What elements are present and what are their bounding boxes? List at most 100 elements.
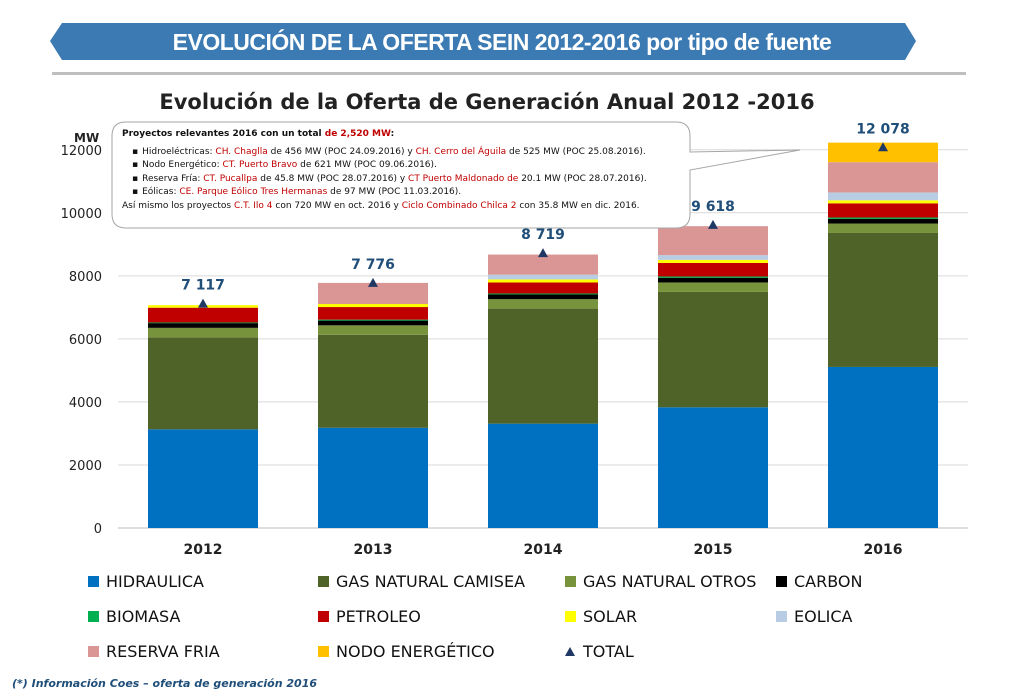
bar-segment bbox=[148, 322, 258, 324]
legend-item: CARBON bbox=[776, 572, 863, 591]
bar-segment bbox=[488, 279, 598, 283]
bar-segment bbox=[828, 217, 938, 219]
callout-list: Hidroeléctricas: CH. Chaglla de 456 MW (… bbox=[122, 146, 692, 200]
y-tick-label: 6000 bbox=[69, 333, 102, 348]
banner-rule bbox=[52, 72, 966, 75]
bar-segment bbox=[488, 293, 598, 295]
y-tick-label: 12000 bbox=[61, 144, 102, 159]
bar-segment bbox=[488, 254, 598, 275]
total-marker bbox=[538, 248, 548, 258]
bar-segment bbox=[488, 294, 598, 300]
page-title: EVOLUCIÓN DE LA OFERTA SEIN 2012-2016 po… bbox=[172, 29, 832, 55]
total-marker bbox=[708, 219, 718, 229]
callout-item-run: de 97 MW (POC 11.03.2016). bbox=[327, 187, 462, 197]
bar-segment bbox=[658, 262, 768, 277]
bar-segment bbox=[828, 366, 938, 528]
bar-segment bbox=[318, 307, 428, 320]
legend-label: TOTAL bbox=[583, 642, 634, 661]
legend-label: EOLICA bbox=[794, 607, 853, 626]
bar-segment bbox=[828, 218, 938, 224]
callout-item-run: Nodo Energético: bbox=[142, 160, 223, 170]
x-tick-label: 2014 bbox=[524, 542, 563, 558]
bar-segment bbox=[318, 427, 428, 528]
bar-segment bbox=[828, 223, 938, 233]
total-marker bbox=[198, 298, 208, 308]
legend-item: HIDRAULICA bbox=[88, 572, 204, 591]
legend-label: HIDRAULICA bbox=[106, 572, 204, 591]
bar-segment bbox=[488, 299, 598, 309]
callout-final-run: con 720 MW en oct. 2016 y bbox=[272, 200, 402, 211]
x-tick-label: 2013 bbox=[354, 542, 393, 558]
legend-swatch bbox=[88, 576, 99, 587]
callout-item-run: Eólicas: bbox=[142, 187, 180, 197]
y-tick-label: 4000 bbox=[69, 396, 102, 411]
bar-segment bbox=[148, 323, 258, 328]
bar-segment bbox=[828, 200, 938, 204]
y-tick-label: 2000 bbox=[69, 459, 102, 474]
bar-segment bbox=[828, 162, 938, 193]
total-marker bbox=[368, 277, 378, 287]
callout-item-run: CT. Pucallpa bbox=[203, 173, 258, 184]
legend-item: GAS NATURAL OTROS bbox=[565, 572, 756, 591]
callout-item-run: Hidroeléctricas: bbox=[142, 146, 216, 157]
legend-item: GAS NATURAL CAMISEA bbox=[318, 572, 525, 591]
callout-item-run: CE. Parque Eólico Tres Hermanas bbox=[179, 187, 328, 197]
bar-segment bbox=[488, 308, 598, 424]
bar-segment bbox=[828, 203, 938, 218]
legend-label: PETROLEO bbox=[336, 607, 421, 626]
legend-label: NODO ENERGÉTICO bbox=[336, 642, 495, 661]
total-label: 12 078 bbox=[856, 121, 910, 137]
callout-heading-text: Proyectos relevantes 2016 con un total bbox=[122, 129, 325, 139]
legend-swatch bbox=[565, 611, 576, 622]
x-tick-label: 2015 bbox=[694, 542, 733, 558]
bar-segment bbox=[318, 304, 428, 308]
bar-segment bbox=[148, 429, 258, 528]
bar-segment bbox=[318, 334, 428, 428]
y-tick-label: 0 bbox=[94, 522, 102, 537]
callout-heading-end: : bbox=[390, 129, 395, 139]
bar-segment bbox=[318, 325, 428, 335]
bar-segment bbox=[828, 232, 938, 367]
callout-item-run: CH. Chaglla bbox=[215, 146, 268, 157]
legend-label: SOLAR bbox=[583, 607, 638, 626]
callout-item-run: de 45.8 MW (POC 28.07.2016) y bbox=[257, 173, 409, 184]
callout-item: Nodo Energético: CT. Puerto Bravo de 621… bbox=[132, 159, 692, 173]
callout-heading: Proyectos relevantes 2016 con un total d… bbox=[122, 128, 692, 142]
callout-item-run: CT. Puerto Bravo bbox=[222, 160, 298, 170]
callout-final-run: Así mismo los proyectos bbox=[122, 200, 234, 211]
legend-item: EOLICA bbox=[776, 607, 852, 626]
callout-final-run: Ciclo Combinado Chilca 2 bbox=[401, 200, 517, 211]
callout-item: Hidroeléctricas: CH. Chaglla de 456 MW (… bbox=[132, 146, 692, 160]
callout-final-run: C.T. Ilo 4 bbox=[233, 200, 273, 211]
bar-segment bbox=[488, 423, 598, 528]
callout-heading-total: de 2,520 MW bbox=[324, 129, 391, 139]
bar-segment bbox=[828, 192, 938, 201]
legend-item: PETROLEO bbox=[318, 607, 421, 626]
legend-label: RESERVA FRIA bbox=[106, 642, 220, 661]
bar-segment bbox=[658, 226, 768, 256]
bar-segment bbox=[488, 274, 598, 280]
legend-label: GAS NATURAL CAMISEA bbox=[336, 572, 526, 591]
bar-segment bbox=[148, 337, 258, 430]
bar-segment bbox=[658, 407, 768, 528]
callout-item: Eólicas: CE. Parque Eólico Tres Hermanas… bbox=[132, 186, 692, 200]
x-tick-label: 2012 bbox=[184, 542, 223, 558]
callout-item-run: Reserva Fría: bbox=[142, 173, 204, 184]
header-banner bbox=[50, 23, 966, 75]
legend-item: SOLAR bbox=[565, 607, 637, 626]
callout-item-run: CT Puerto Maldonado de bbox=[408, 173, 519, 184]
total-label: 7 776 bbox=[351, 257, 395, 273]
legend-swatch bbox=[88, 646, 99, 657]
callout-item: Reserva Fría: CT. Pucallpa de 45.8 MW (P… bbox=[132, 173, 692, 187]
bar-segment bbox=[488, 282, 598, 294]
bar-segment bbox=[658, 255, 768, 260]
bar-segment bbox=[658, 291, 768, 408]
legend-swatch bbox=[318, 646, 329, 657]
legend-item: BIOMASA bbox=[88, 607, 180, 626]
callout-item-run: de 621 MW (POC 09.06.2016). bbox=[297, 160, 437, 170]
bar-segment bbox=[318, 319, 428, 321]
banner-shape bbox=[50, 23, 916, 60]
bar-segment bbox=[148, 307, 258, 323]
bar-segment bbox=[318, 282, 428, 305]
